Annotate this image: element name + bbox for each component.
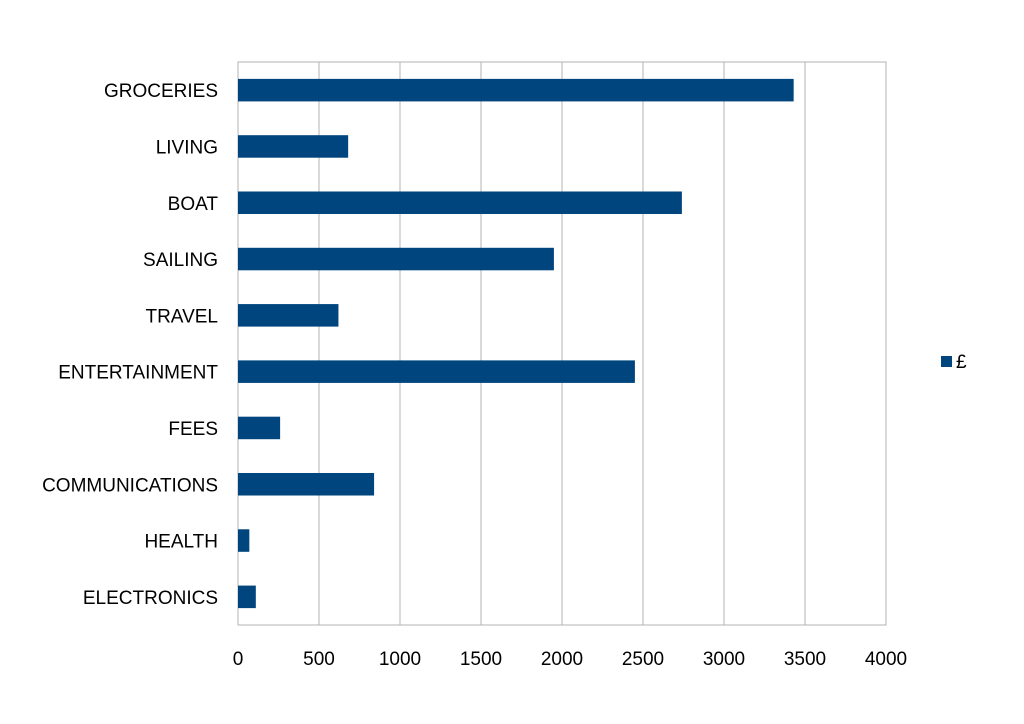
category-label: GROCERIES [104, 81, 218, 102]
x-tick-label: 0 [233, 649, 244, 670]
category-label: FEES [168, 419, 218, 440]
bar-electronics [238, 585, 256, 609]
category-label: LIVING [156, 137, 218, 158]
x-tick-label: 2000 [541, 649, 583, 670]
x-tick-label: 3000 [703, 649, 745, 670]
x-tick-label: 2500 [622, 649, 664, 670]
category-labels: GROCERIES LIVING BOAT SAILING TRAVEL ENTERTAI… [42, 81, 218, 609]
x-tick-label: 4000 [865, 649, 907, 670]
legend: £ [941, 352, 967, 373]
bar-sailing [238, 247, 554, 271]
x-tick-label: 1000 [379, 649, 421, 670]
bar-communications [238, 472, 375, 496]
bar-living [238, 135, 349, 158]
bar-health [238, 529, 250, 552]
category-label: COMMUNICATIONS [42, 475, 218, 496]
x-tick-label: 1500 [460, 649, 502, 670]
category-label: ELECTRONICS [83, 588, 218, 609]
bar-travel [238, 304, 339, 327]
category-label: SAILING [143, 250, 218, 271]
legend-swatch [941, 356, 952, 367]
category-label: ENTERTAINMENT [58, 363, 218, 384]
bars [238, 78, 794, 609]
x-axis-tick-labels: 0 500 1000 1500 2000 2500 3000 3500 4000 [233, 649, 907, 670]
category-label: BOAT [168, 194, 219, 215]
bar-fees [238, 416, 281, 440]
plot-area-frame [237, 61, 887, 626]
category-label: TRAVEL [145, 306, 218, 327]
x-tick-label: 500 [303, 649, 335, 670]
bar-boat [238, 191, 682, 215]
grid-lines [318, 62, 806, 625]
category-label: HEALTH [144, 532, 218, 553]
legend-label: £ [956, 352, 967, 373]
bar-entertainment [238, 360, 635, 383]
bar-groceries [238, 78, 794, 102]
x-tick-label: 3500 [784, 649, 826, 670]
